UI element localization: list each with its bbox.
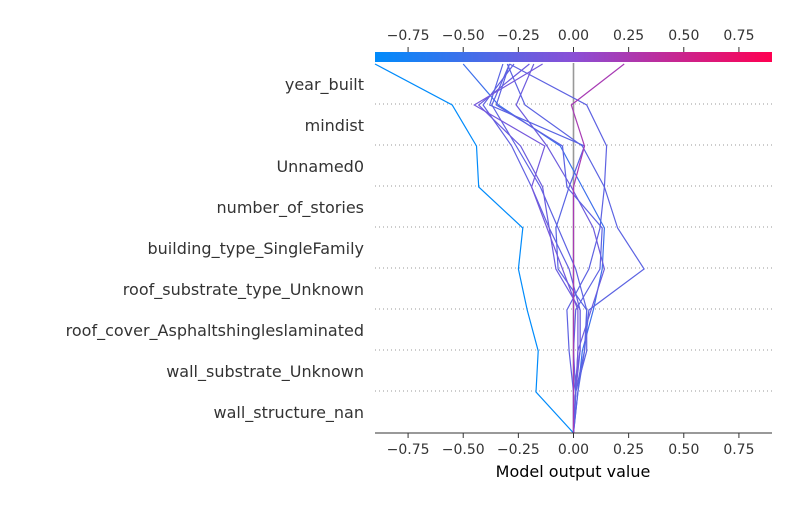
top-tick-label: −0.25: [497, 28, 540, 44]
decision-path-4: [515, 63, 606, 434]
bottom-axis-ticks: −0.75 −0.50 −0.25 0.00 0.25 0.50 0.75: [387, 433, 755, 458]
decision-paths: [374, 63, 645, 434]
decision-path-3: [462, 63, 606, 434]
bottom-tick-label: 0.25: [613, 442, 644, 458]
top-tick-label: −0.75: [387, 28, 430, 44]
feature-label: roof_substrate_type_Unknown: [123, 280, 364, 300]
feature-label: mindist: [305, 116, 364, 135]
top-tick-label: 0.00: [558, 28, 589, 44]
top-tick-label: 0.25: [613, 28, 644, 44]
feature-label: year_built: [285, 75, 364, 95]
top-axis-ticks: −0.75 −0.50 −0.25 0.00 0.25 0.50 0.75: [387, 28, 755, 52]
top-tick-label: 0.50: [668, 28, 699, 44]
x-axis-title: Model output value: [496, 462, 651, 481]
decision-path-9: [477, 63, 581, 434]
decision-path-10: [473, 63, 579, 434]
feature-label: number_of_stories: [217, 198, 364, 218]
bottom-tick-label: −0.50: [442, 442, 485, 458]
decision-path-7: [488, 63, 588, 434]
bottom-tick-label: −0.75: [387, 442, 430, 458]
bottom-tick-label: 0.75: [723, 442, 754, 458]
decision-path-6: [482, 63, 581, 433]
decision-path-2: [509, 63, 608, 433]
feature-label: Unnamed0: [276, 157, 364, 176]
feature-label: roof_cover_Asphaltshingleslaminated: [66, 321, 364, 341]
feature-label: wall_structure_nan: [214, 403, 364, 423]
feature-label: building_type_SingleFamily: [148, 239, 365, 259]
feature-label: wall_substrate_Unknown: [166, 362, 364, 382]
bottom-tick-label: 0.00: [558, 442, 589, 458]
bottom-tick-label: −0.25: [497, 442, 540, 458]
top-tick-label: −0.50: [442, 28, 485, 44]
top-tick-label: 0.75: [723, 28, 754, 44]
colorbar: [375, 52, 772, 62]
decision-path-11: [495, 63, 603, 434]
bottom-tick-label: 0.50: [668, 442, 699, 458]
decision-path-1: [374, 63, 574, 434]
decision-path-12: [570, 63, 625, 433]
decision-path-8: [506, 63, 645, 434]
